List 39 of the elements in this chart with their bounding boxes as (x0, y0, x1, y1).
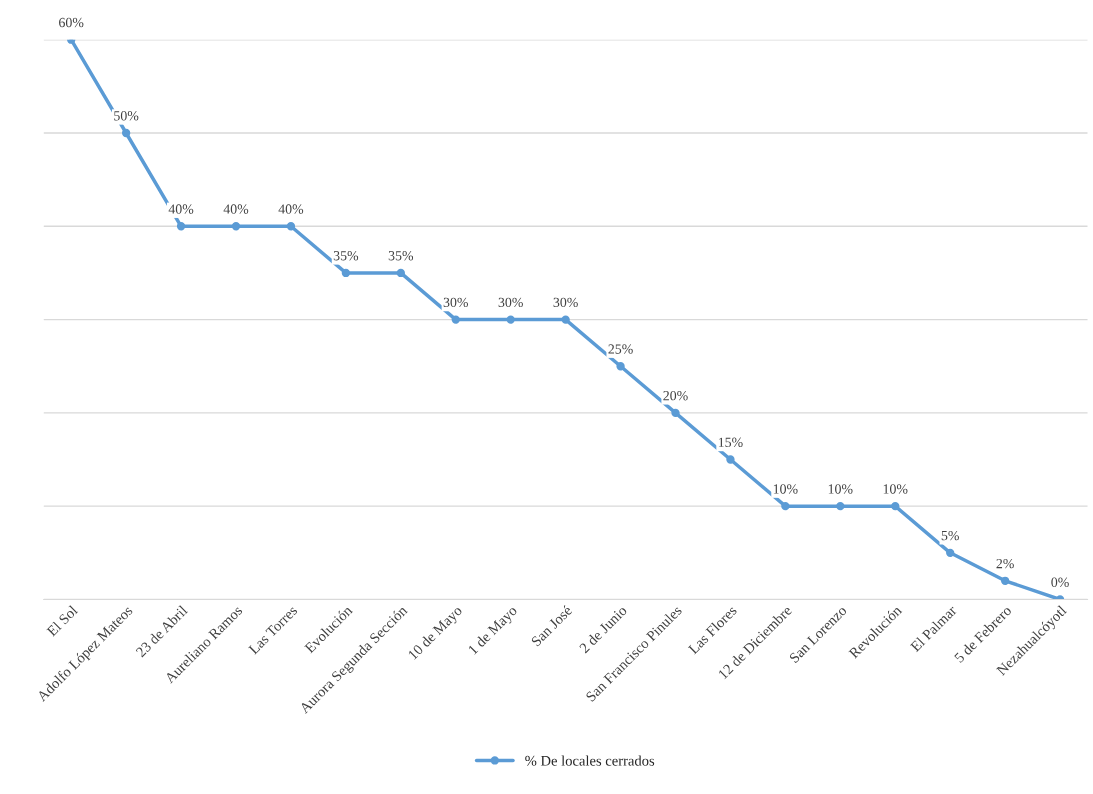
point (286, 222, 296, 231)
point (451, 315, 460, 324)
point (781, 502, 790, 511)
x-tick-label: El Sol (45, 604, 79, 637)
data-label: 5% (941, 530, 959, 541)
data-label: 40% (278, 204, 304, 214)
x-tick-label: San José (530, 604, 573, 647)
data-label: 15% (718, 437, 743, 448)
point (121, 128, 131, 138)
data-label: 30% (553, 297, 578, 308)
data-label: 40% (223, 204, 249, 214)
data-label: 40% (168, 204, 194, 214)
point (561, 315, 570, 324)
point (176, 222, 186, 231)
point (231, 222, 241, 231)
legend-label: % De locales cerrados (525, 755, 655, 766)
point (341, 268, 351, 278)
point (946, 548, 955, 557)
point (671, 408, 680, 418)
data-label: 60% (59, 17, 84, 28)
data-label: 25% (608, 344, 633, 354)
data-label: 50% (114, 111, 139, 121)
point (506, 315, 515, 324)
data-label: 10% (773, 484, 798, 494)
data-label: 35% (333, 251, 359, 261)
data-label: 0% (1051, 577, 1069, 587)
point (726, 455, 735, 464)
data-label: 10% (828, 484, 853, 494)
data-label: 30% (443, 297, 469, 308)
data-label: 35% (388, 251, 414, 261)
data-label: 2% (996, 558, 1014, 569)
point (891, 502, 900, 511)
point (1000, 576, 1010, 585)
data-label: 10% (883, 484, 908, 494)
data-label: 30% (498, 297, 523, 308)
data-label: 20% (663, 390, 688, 401)
point (836, 502, 845, 511)
point (616, 362, 625, 371)
point (396, 268, 405, 278)
